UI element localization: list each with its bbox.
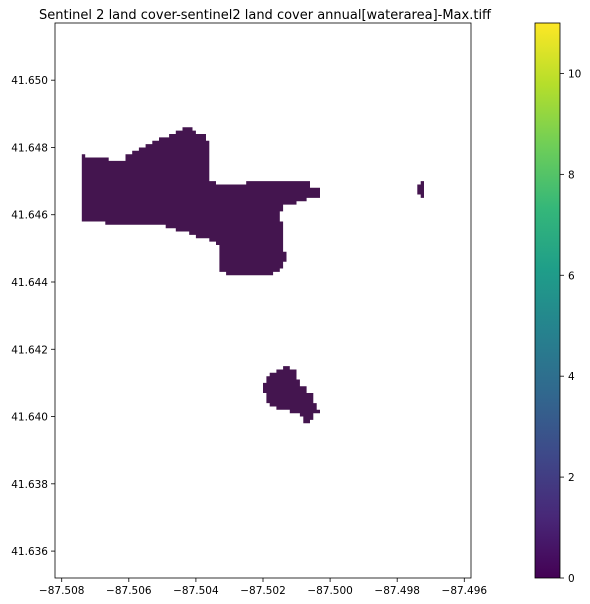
x-tick-label: −87.504 bbox=[173, 585, 219, 597]
x-tick-label: −87.500 bbox=[307, 585, 353, 597]
colorbar: 0 2 4 6 8 10 bbox=[534, 22, 581, 585]
colorbar-tick-label: 2 bbox=[568, 472, 575, 484]
water-region-main-lake bbox=[81, 127, 320, 276]
colorbar-tick-label: 6 bbox=[568, 270, 575, 282]
x-tick-label: −87.502 bbox=[240, 585, 286, 597]
water-region-south-pond bbox=[263, 366, 320, 424]
x-tick-label: −87.496 bbox=[442, 585, 488, 597]
y-tick-label: 41.644 bbox=[11, 277, 48, 289]
y-tick-label: 41.638 bbox=[11, 479, 48, 491]
x-tick-label: −87.506 bbox=[106, 585, 152, 597]
y-tick-label: 41.636 bbox=[11, 546, 48, 558]
y-tick-label: 41.642 bbox=[11, 344, 48, 356]
colorbar-ticks: 0 2 4 6 8 10 bbox=[560, 68, 581, 585]
colorbar-tick-label: 0 bbox=[568, 573, 575, 585]
colorbar-tick-label: 8 bbox=[568, 169, 575, 181]
colorbar-tick-label: 10 bbox=[568, 68, 581, 80]
colorbar-gradient bbox=[535, 23, 560, 578]
water-region-east-speck bbox=[417, 181, 424, 198]
x-tick-label: −87.498 bbox=[374, 585, 420, 597]
x-tick-label: −87.508 bbox=[39, 585, 85, 597]
y-tick-label: 41.646 bbox=[11, 210, 48, 222]
x-axis: −87.508 −87.506 −87.504 −87.502 −87.500 −87.4… bbox=[39, 578, 487, 597]
colorbar-tick-label: 4 bbox=[568, 371, 575, 383]
y-tick-label: 41.640 bbox=[11, 412, 48, 424]
y-tick-label: 41.648 bbox=[11, 142, 48, 154]
map-axes: −87.508 −87.506 −87.504 −87.502 −87.500 −87.4… bbox=[11, 22, 487, 597]
y-tick-label: 41.650 bbox=[11, 75, 48, 87]
y-axis: 41.636 41.638 41.640 41.642 41.644 41.646 41.6… bbox=[11, 75, 55, 558]
water-layer bbox=[81, 127, 424, 424]
colorbar-frame bbox=[534, 22, 561, 579]
axes-frame bbox=[54, 22, 472, 579]
map-title: Sentinel 2 land cover-sentinel2 land cov… bbox=[39, 8, 492, 23]
